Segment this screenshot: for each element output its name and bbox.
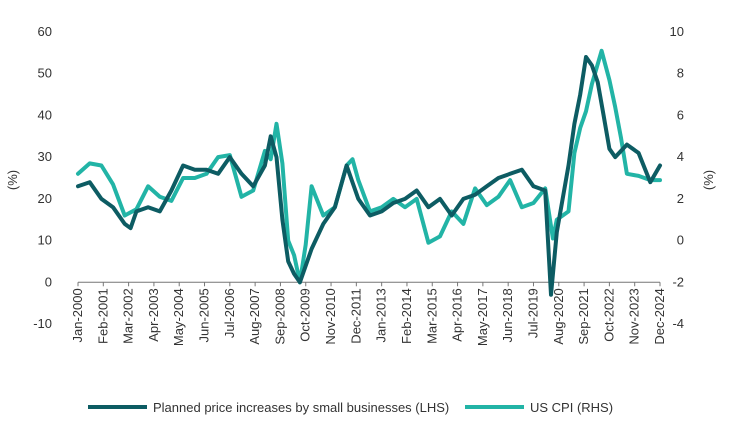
right-axis-tick-label: 0: [677, 233, 684, 248]
right-axis-tick-label: 2: [677, 191, 684, 206]
x-axis-tick-label: May-2004: [171, 288, 186, 346]
x-axis-tick-label: Mar-2002: [121, 288, 136, 344]
left-axis-tick-label: 50: [38, 66, 52, 81]
x-axis-tick-label: Sep-2008: [272, 288, 287, 344]
right-axis-unit-label: (%): [701, 170, 716, 190]
series-line-us-cpi: [76, 48, 662, 285]
x-axis-tick-label: Jan-2013: [374, 288, 389, 342]
legend-label: US CPI (RHS): [530, 400, 613, 415]
left-axis-tick-label: 40: [38, 107, 52, 122]
x-axis-tick-label: Apr-2003: [146, 288, 161, 341]
x-axis-tick-label: Jul-2006: [222, 288, 237, 338]
x-axis-tick-label: Jun-2018: [500, 288, 515, 342]
right-axis-tick-label: -4: [672, 316, 684, 331]
x-axis-tick-label: Aug-2020: [551, 288, 566, 344]
left-axis-tick-label: 0: [45, 274, 52, 289]
left-axis-tick-label: 30: [38, 149, 52, 164]
x-axis-tick-label: Oct-2022: [601, 288, 616, 341]
x-axis-tick-label: Feb-2014: [399, 288, 414, 344]
right-axis-tick-label: 6: [677, 107, 684, 122]
x-axis-tick-label: Jul-2019: [525, 288, 540, 338]
left-axis-tick-label: 20: [38, 191, 52, 206]
x-axis-tick-label: Oct-2009: [298, 288, 313, 341]
x-axis-tick-label: Aug-2007: [247, 288, 262, 344]
legend-planned-price-increases: Planned price increases by small busines…: [88, 400, 449, 415]
x-axis-tick-label: May-2017: [475, 288, 490, 346]
x-axis-tick-label: Jun-2005: [197, 288, 212, 342]
x-axis-tick-label: Dec-2024: [652, 288, 667, 344]
left-axis-tick-label: 10: [38, 233, 52, 248]
x-axis-tick-label: Dec-2011: [348, 288, 363, 343]
x-axis-tick-label: Nov-2023: [627, 288, 642, 344]
x-axis-tick-label: Mar-2015: [424, 288, 439, 344]
left-axis-tick-label: 60: [38, 24, 52, 39]
legend-label: Planned price increases by small busines…: [153, 400, 449, 415]
legend-us-cpi: US CPI (RHS): [465, 400, 613, 415]
left-axis-tick-label: -10: [33, 316, 52, 331]
x-axis-tick-label: Jan-2000: [70, 288, 85, 342]
x-axis-tick-label: Sep-2021: [576, 288, 591, 344]
x-axis-tick-label: Feb-2001: [95, 288, 110, 344]
right-axis-tick-label: 4: [677, 149, 684, 164]
x-axis-tick-label: Apr-2016: [450, 288, 465, 341]
series-line-planned-price-increases: [76, 55, 662, 297]
right-axis-tick-label: 8: [677, 66, 684, 81]
left-axis-unit-label: (%): [5, 170, 20, 190]
right-axis-tick-label: -2: [672, 274, 684, 289]
right-axis-tick-label: 10: [670, 24, 684, 39]
x-axis-tick-label: Nov-2010: [323, 288, 338, 344]
